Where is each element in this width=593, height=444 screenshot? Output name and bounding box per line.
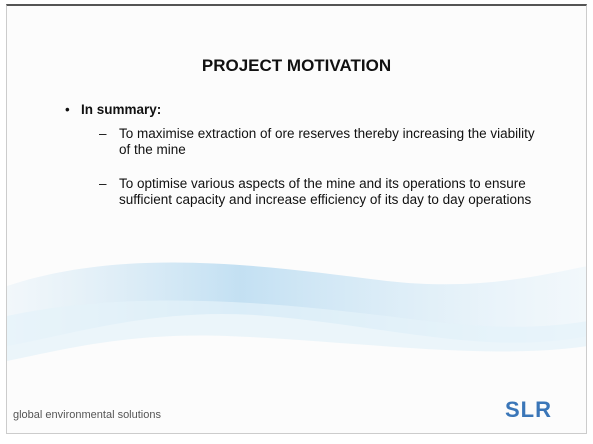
sub-bullet: To optimise various aspects of the mine … [99,176,539,208]
bullet: In summary: [65,102,161,117]
logo: SLR [505,397,552,422]
slide: PROJECT MOTIVATION In summary: To maximi… [6,4,587,434]
footer: global environmental solutions [13,409,161,421]
sub-bullet: To maximise extraction of ore reserves t… [99,126,539,158]
background-wave [7,262,586,361]
slide-title: PROJECT MOTIVATION [201,56,392,75]
